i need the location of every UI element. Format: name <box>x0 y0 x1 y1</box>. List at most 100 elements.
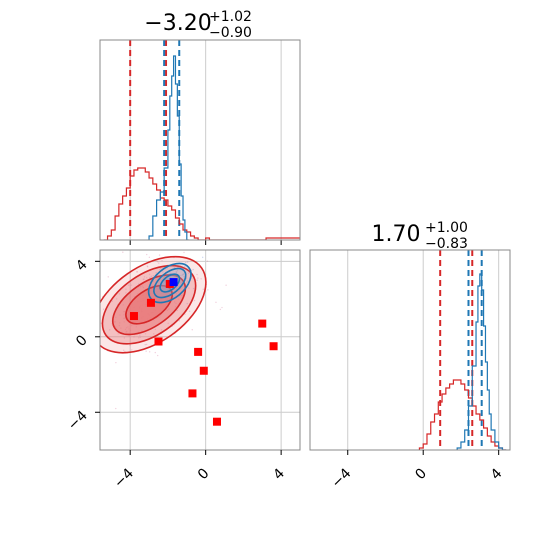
red-density-dot <box>145 343 148 346</box>
scatter-ytick-label-0: −4 <box>65 408 91 434</box>
param2-xtick-label-0: −4 <box>329 465 355 491</box>
red-density-dot <box>160 329 163 331</box>
red-density-dot <box>191 329 193 331</box>
title-param2: 1.70 +1.00 −0.83 <box>372 220 468 252</box>
scatter-xtick-label-1: 0 <box>195 466 213 484</box>
red-density-dot <box>156 260 159 263</box>
blue-density-dot <box>182 273 185 275</box>
red-density-dot <box>117 333 119 335</box>
red-density-dot <box>206 260 209 262</box>
red-density-dot <box>148 273 151 275</box>
blue-density-dot <box>149 276 151 279</box>
red-point-4 <box>199 366 208 375</box>
red-density-dot <box>80 312 81 313</box>
title-param2-sub: −0.83 <box>425 236 468 252</box>
red-density-dot <box>193 299 196 302</box>
red-density-dot <box>167 322 169 325</box>
red-density-dot <box>153 333 155 335</box>
blue-density-dot <box>186 302 188 305</box>
param1-hist-blue <box>148 55 189 240</box>
red-density-dot <box>128 335 130 337</box>
red-density-dot <box>127 284 130 286</box>
red-density-dot <box>202 288 204 290</box>
blue-density-dot <box>152 275 155 277</box>
red-density-dot <box>115 407 117 410</box>
blue-density-dot <box>184 265 186 268</box>
histograms-param1 <box>103 55 300 240</box>
blue-density-dot <box>162 271 164 273</box>
red-density-dot <box>158 254 161 256</box>
param2-xtick-label-2: 4 <box>488 465 506 483</box>
frame-param2 <box>309 249 511 451</box>
param2-hist-blue <box>456 273 507 450</box>
red-density-dot <box>138 337 140 339</box>
blue-density-dot <box>155 272 157 274</box>
blue-density-dot <box>192 287 195 290</box>
red-density-dot <box>215 301 217 304</box>
red-density-dot <box>207 289 209 291</box>
red-point-3 <box>194 347 203 356</box>
blue-density-dot <box>188 310 191 312</box>
red-density-dot <box>130 284 133 286</box>
red-density-dot <box>129 344 131 346</box>
red-density-dot <box>139 336 141 338</box>
red-density-dot <box>123 337 126 339</box>
red-density-dot <box>136 271 138 273</box>
param1-hist-red <box>103 167 300 240</box>
red-density-dot <box>83 323 84 324</box>
red-density-dot <box>197 277 199 279</box>
blue-density-dot <box>187 272 190 275</box>
blue-density-dot <box>196 279 198 281</box>
blue-density-dot <box>139 334 141 336</box>
red-density-dot <box>142 278 144 281</box>
red-density-dot <box>161 260 163 262</box>
red-density-dot <box>131 349 133 351</box>
blue-density-dot <box>158 268 161 270</box>
red-density-dot <box>102 308 105 310</box>
red-density-dot <box>170 238 171 239</box>
title-param1: −3.20 +1.02 −0.90 <box>144 9 252 41</box>
param2-xtick-label-1: 0 <box>412 466 430 484</box>
red-density-dot <box>221 306 223 309</box>
red-point-8 <box>269 342 278 351</box>
red-density-dot <box>107 276 109 278</box>
red-density-dot <box>225 284 227 286</box>
red-density-dot <box>156 354 159 357</box>
red-density-dot <box>175 270 178 273</box>
yticks-2d: −4 0 4 <box>65 257 100 434</box>
red-density-dot <box>146 265 148 267</box>
histogram-param1-panel <box>99 39 301 245</box>
xticks-2d: −4 0 4 <box>111 450 288 491</box>
red-density-dot <box>146 253 148 256</box>
red-density-dot <box>63 297 64 298</box>
scatter-ytick-label-1: 0 <box>73 332 91 350</box>
red-density-dot <box>143 276 146 278</box>
red-density-dot <box>154 351 156 354</box>
red-density-dot <box>158 262 160 264</box>
red-point-7 <box>258 319 267 328</box>
red-density-dot <box>148 351 151 353</box>
frame-param1 <box>99 39 301 241</box>
blue-density-dot <box>175 271 178 274</box>
scatter-ytick-label-2: 4 <box>73 257 91 275</box>
blue-density-dot <box>185 261 187 264</box>
blue-density-dot <box>192 268 194 271</box>
title-param2-sup: +1.00 <box>425 220 468 236</box>
title-param1-sub: −0.90 <box>209 25 252 41</box>
red-density-dot <box>178 320 181 322</box>
blue-density-dot <box>150 275 152 278</box>
scatter-xtick-label-2: 4 <box>270 465 288 483</box>
red-density-dot <box>96 357 97 358</box>
blue-density-dot <box>186 280 189 282</box>
red-density-dot <box>125 288 127 290</box>
red-density-dot <box>125 292 127 294</box>
blue-density-dot <box>176 269 179 272</box>
blue-density-dot <box>186 261 189 263</box>
red-density-dot <box>145 277 148 279</box>
red-density-dot <box>188 287 190 289</box>
red-point-5 <box>188 389 197 398</box>
red-density-dot <box>176 309 178 312</box>
red-density-dot <box>196 273 198 276</box>
red-density-dot <box>160 267 162 270</box>
